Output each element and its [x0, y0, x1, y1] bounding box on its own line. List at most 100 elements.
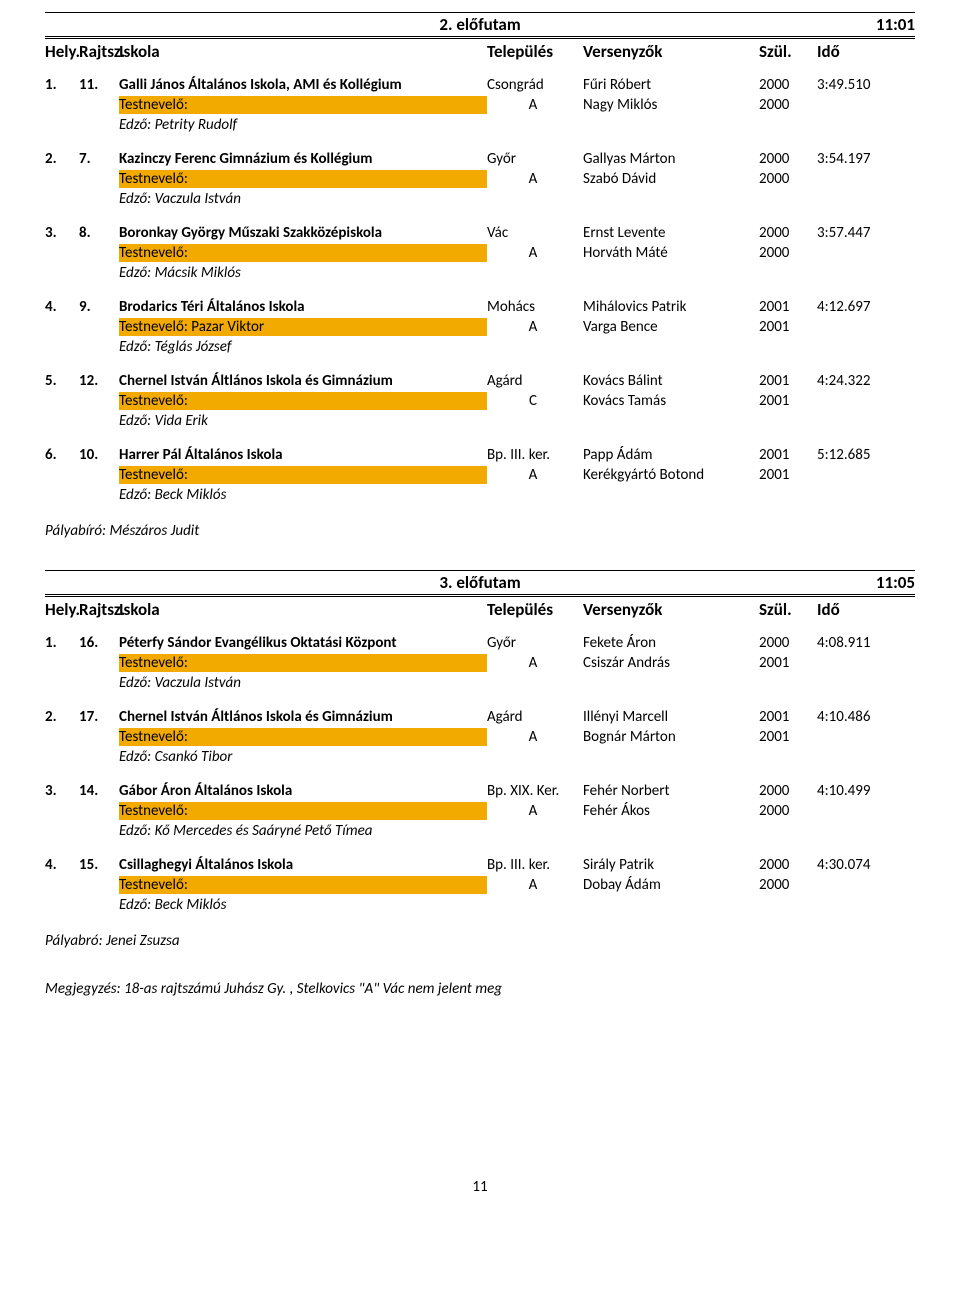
col-iskola: Iskola — [119, 41, 487, 62]
category-cell: A — [487, 170, 579, 188]
col-ido: Idő — [817, 41, 897, 62]
coach-cell: Edző: Kő Mercedes és Saáryné Pető Tímea — [119, 822, 487, 840]
column-header: Hely.Rajtsz.IskolaTelepülésVersenyzőkSzü… — [45, 41, 915, 62]
cell-ido: 4:12.697 — [817, 298, 897, 316]
heat-header: 3. előfutam11:05 — [45, 570, 915, 597]
entry: 5.12.Chernel István Áltlános Iskola és G… — [45, 372, 915, 432]
cell-telep: Csongrád — [487, 76, 579, 94]
year2-cell: 2001 — [759, 466, 817, 484]
cell-szul: 2000 — [759, 150, 817, 168]
cell-vers: Sirály Patrik — [579, 856, 759, 874]
col-szul: Szül. — [759, 599, 817, 620]
cell-vers: Kovács Bálint — [579, 372, 759, 390]
entry-row-coach: Edző: Mácsik Miklós — [45, 264, 915, 284]
entry-row-coach: Edző: Kő Mercedes és Saáryné Pető Tímea — [45, 822, 915, 842]
entry: 1.11.Galli János Általános Iskola, AMI é… — [45, 76, 915, 136]
coach-cell: Edző: Mácsik Miklós — [119, 264, 487, 282]
competitor2-cell: Csiszár András — [579, 654, 759, 672]
cell-szul: 2001 — [759, 372, 817, 390]
year2-cell: 2000 — [759, 170, 817, 188]
cell-vers: Fekete Áron — [579, 634, 759, 652]
cell-telep: Agárd — [487, 372, 579, 390]
competitor2-cell: Horváth Máté — [579, 244, 759, 262]
year2-cell: 2000 — [759, 96, 817, 114]
cell-iskola: Chernel István Áltlános Iskola és Gimnáz… — [119, 708, 487, 726]
entry-row-main: 3.8.Boronkay György Műszaki Szakközépisk… — [45, 224, 915, 244]
coach-cell: Edző: Vaczula István — [119, 190, 487, 208]
category-cell: A — [487, 802, 579, 820]
cell-rajtsz: 15. — [79, 856, 119, 874]
entry-row-coach: Edző: Csankó Tibor — [45, 748, 915, 768]
entry: 4.15.Csillaghegyi Általános IskolaBp. II… — [45, 856, 915, 916]
testnevelo-cell: Testnevelő: Pazar Viktor — [119, 318, 487, 336]
heat-note: Megjegyzés: 18-as rajtszámú Juhász Gy. ,… — [45, 980, 915, 998]
entry-row-secondary: Testnevelő:AFehér Ákos2000 — [45, 802, 915, 822]
cell-telep: Vác — [487, 224, 579, 242]
category-cell: A — [487, 244, 579, 262]
cell-vers: Illényi Marcell — [579, 708, 759, 726]
cell-szul: 2001 — [759, 298, 817, 316]
entry: 2.17.Chernel István Áltlános Iskola és G… — [45, 708, 915, 768]
cell-ido: 5:12.685 — [817, 446, 897, 464]
cell-szul: 2000 — [759, 634, 817, 652]
coach-cell: Edző: Beck Miklós — [119, 896, 487, 914]
entry-row-secondary: Testnevelő:ADobay Ádám2000 — [45, 876, 915, 896]
col-telepules: Település — [487, 599, 579, 620]
coach-cell: Edző: Vaczula István — [119, 674, 487, 692]
cell-hely: 4. — [45, 298, 79, 316]
coach-cell: Edző: Petrity Rudolf — [119, 116, 487, 134]
competitor2-cell: Nagy Miklós — [579, 96, 759, 114]
cell-vers: Fűri Róbert — [579, 76, 759, 94]
competitor2-cell: Bognár Márton — [579, 728, 759, 746]
cell-rajtsz: 9. — [79, 298, 119, 316]
entry-row-secondary: Testnevelő:ANagy Miklós2000 — [45, 96, 915, 116]
entry-row-main: 2.7.Kazinczy Ferenc Gimnázium és Kollégi… — [45, 150, 915, 170]
competitor2-cell: Fehér Ákos — [579, 802, 759, 820]
testnevelo-cell: Testnevelő: — [119, 170, 487, 188]
cell-iskola: Kazinczy Ferenc Gimnázium és Kollégium — [119, 150, 487, 168]
competitor2-cell: Dobay Ádám — [579, 876, 759, 894]
entry-row-secondary: Testnevelő:AHorváth Máté2000 — [45, 244, 915, 264]
heat-time: 11:01 — [876, 14, 915, 35]
testnevelo-cell: Testnevelő: — [119, 244, 487, 262]
testnevelo-cell: Testnevelő: — [119, 802, 487, 820]
cell-iskola: Brodarics Téri Általános Iskola — [119, 298, 487, 316]
cell-telep: Bp. III. ker. — [487, 446, 579, 464]
entry: 3.14.Gábor Áron Általános IskolaBp. XIX.… — [45, 782, 915, 842]
testnevelo-cell: Testnevelő: — [119, 96, 487, 114]
cell-hely: 4. — [45, 856, 79, 874]
category-cell: A — [487, 466, 579, 484]
entry-row-main: 1.11.Galli János Általános Iskola, AMI é… — [45, 76, 915, 96]
cell-ido: 4:24.322 — [817, 372, 897, 390]
entry-row-secondary: Testnevelő:ACsiszár András2001 — [45, 654, 915, 674]
entry-row-secondary: Testnevelő: Pazar ViktorAVarga Bence2001 — [45, 318, 915, 338]
cell-rajtsz: 11. — [79, 76, 119, 94]
cell-vers: Ernst Levente — [579, 224, 759, 242]
entry-row-secondary: Testnevelő:AKerékgyártó Botond2001 — [45, 466, 915, 486]
coach-cell: Edző: Téglás József — [119, 338, 487, 356]
cell-iskola: Csillaghegyi Általános Iskola — [119, 856, 487, 874]
heat-title: 2. előfutam — [439, 14, 520, 35]
cell-szul: 2001 — [759, 446, 817, 464]
year2-cell: 2001 — [759, 318, 817, 336]
year2-cell: 2001 — [759, 392, 817, 410]
cell-iskola: Chernel István Áltlános Iskola és Gimnáz… — [119, 372, 487, 390]
cell-ido: 4:30.074 — [817, 856, 897, 874]
cell-hely: 3. — [45, 782, 79, 800]
entry: 4.9.Brodarics Téri Általános IskolaMohác… — [45, 298, 915, 358]
entry-row-main: 5.12.Chernel István Áltlános Iskola és G… — [45, 372, 915, 392]
cell-szul: 2000 — [759, 856, 817, 874]
year2-cell: 2001 — [759, 728, 817, 746]
category-cell: A — [487, 96, 579, 114]
col-versenyzok: Versenyzők — [579, 599, 759, 620]
cell-hely: 2. — [45, 708, 79, 726]
entry-row-coach: Edző: Beck Miklós — [45, 896, 915, 916]
entry-row-coach: Edző: Petrity Rudolf — [45, 116, 915, 136]
cell-ido: 4:08.911 — [817, 634, 897, 652]
column-header: Hely.Rajtsz.IskolaTelepülésVersenyzőkSzü… — [45, 599, 915, 620]
cell-iskola: Péterfy Sándor Evangélikus Oktatási Közp… — [119, 634, 487, 652]
entry-row-main: 2.17.Chernel István Áltlános Iskola és G… — [45, 708, 915, 728]
cell-iskola: Harrer Pál Általános Iskola — [119, 446, 487, 464]
entry-row-main: 4.15.Csillaghegyi Általános IskolaBp. II… — [45, 856, 915, 876]
entry-row-secondary: Testnevelő:ASzabó Dávid2000 — [45, 170, 915, 190]
